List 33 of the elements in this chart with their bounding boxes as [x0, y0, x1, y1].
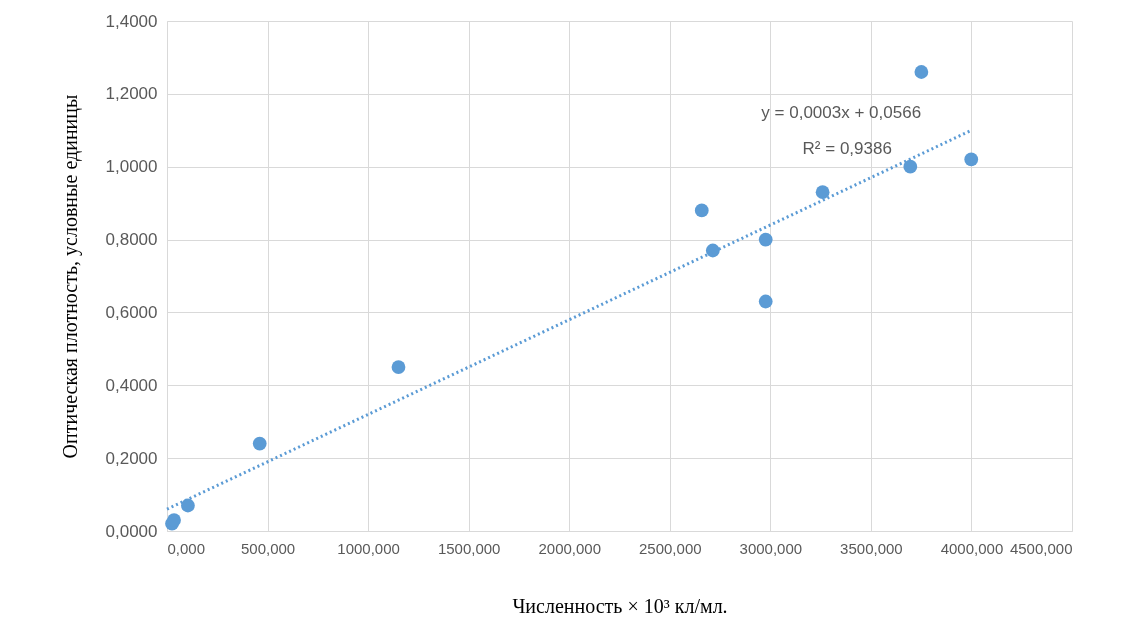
x-tick-label: 4500,000	[1009, 539, 1073, 557]
point	[391, 360, 406, 374]
point	[758, 294, 773, 309]
point	[914, 65, 929, 79]
point	[694, 203, 709, 218]
point	[252, 436, 267, 451]
y-tick-label: 0,2000	[105, 448, 158, 468]
y-tick-label: 0,6000	[105, 302, 158, 322]
x-tick-label: 1000,000	[337, 539, 400, 557]
x-tick-label: 3000,000	[739, 539, 803, 557]
annotation: y = 0,0003x + 0,0566	[761, 102, 922, 122]
point	[964, 152, 979, 167]
point	[903, 159, 918, 174]
point	[758, 232, 773, 247]
x-tick-label: 2500,000	[638, 539, 702, 557]
x-tick-label: 500,000	[240, 539, 296, 557]
y-tick-label: 0,4000	[105, 375, 158, 395]
point	[815, 185, 830, 200]
y-axis-title: Оптическая плотность, условные единицы	[58, 94, 82, 459]
y-tick-label: 1,0000	[105, 157, 158, 177]
point	[167, 513, 181, 527]
y-tick-label: 1,2000	[105, 84, 158, 104]
x-axis-title: Численность × 10³ кл/мл.	[512, 594, 728, 617]
y-tick-label: 1,4000	[105, 11, 158, 31]
x-tick-label: 2000,000	[538, 539, 602, 557]
x-tick-label: 1500,000	[437, 539, 501, 557]
y-tick-label: 0,0000	[105, 521, 158, 541]
x-tick-label: 4000,000	[940, 539, 1004, 557]
y-tick-label: 0,8000	[105, 230, 158, 250]
point	[181, 498, 195, 513]
x-tick-label: 3500,000	[840, 539, 903, 557]
annotation: R² = 0,9386	[802, 138, 892, 158]
x-tick-label: 0,000	[167, 539, 206, 557]
